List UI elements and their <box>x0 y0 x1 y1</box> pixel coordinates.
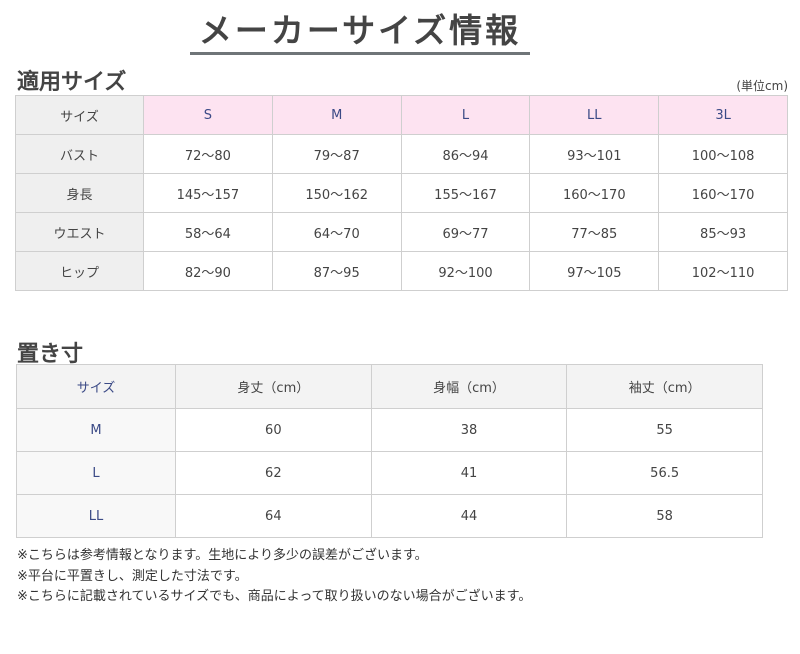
table-cell: 64 <box>175 494 372 538</box>
table-row: ウエスト 58〜64 64〜70 69〜77 77〜85 85〜93 <box>15 212 788 252</box>
table-cell: 145〜157 <box>143 173 273 213</box>
header-cell: 袖丈（cm） <box>566 364 763 409</box>
note: ※こちらに記載されているサイズでも、商品によって取り扱いのない場合がございます。 <box>17 589 532 604</box>
table-cell: 72〜80 <box>143 134 273 174</box>
applicable-size-heading: 適用サイズ <box>17 70 127 95</box>
row-label: 身長 <box>15 173 144 213</box>
table-cell: 102〜110 <box>658 251 788 291</box>
row-label: L <box>16 451 176 495</box>
table-cell: 38 <box>370 408 568 452</box>
table-row: バスト 72〜80 79〜87 86〜94 93〜101 100〜108 <box>15 134 788 174</box>
table-cell: 58 <box>566 494 763 538</box>
table-cell: 58〜64 <box>143 212 273 252</box>
note: ※こちらは参考情報となります。生地により多少の誤差がございます。 <box>17 548 428 563</box>
header-cell: 3L <box>658 95 788 135</box>
table-cell: 77〜85 <box>529 212 660 252</box>
table-cell: 62 <box>175 451 372 495</box>
measurement-heading: 置き寸 <box>17 342 84 367</box>
header-cell: サイズ <box>15 95 144 135</box>
table-cell: 79〜87 <box>271 134 402 174</box>
header-row: サイズ S M L LL 3L <box>15 95 788 135</box>
table-cell: 150〜162 <box>271 173 402 213</box>
table-cell: 160〜170 <box>658 173 788 213</box>
table-cell: 41 <box>370 451 568 495</box>
row-label: LL <box>16 494 176 538</box>
table-cell: 86〜94 <box>400 134 531 174</box>
table-row: L 62 41 56.5 <box>16 451 763 495</box>
header-cell: サイズ <box>16 364 176 409</box>
table-row: 身長 145〜157 150〜162 155〜167 160〜170 160〜170 <box>15 173 788 213</box>
table-cell: 56.5 <box>566 451 763 495</box>
table-row: M 60 38 55 <box>16 408 763 452</box>
table-cell: 55 <box>566 408 763 452</box>
page-title: メーカーサイズ情報 <box>198 11 522 50</box>
table-cell: 44 <box>370 494 568 538</box>
measurement-table: サイズ 身丈（cm） 身幅（cm） 袖丈（cm） M 60 38 55 L 62 41 56.5 LL 6… <box>16 364 763 538</box>
title-underline <box>190 52 530 55</box>
table-cell: 69〜77 <box>400 212 531 252</box>
table-cell: 87〜95 <box>271 251 402 291</box>
header-cell: M <box>271 95 402 135</box>
notes: ※こちらは参考情報となります。生地により多少の誤差がございます。 ※平台に平置き… <box>17 546 531 608</box>
header-cell: S <box>143 95 273 135</box>
note: ※平台に平置きし、測定した寸法です。 <box>17 568 248 584</box>
header-row: サイズ 身丈（cm） 身幅（cm） 袖丈（cm） <box>16 364 763 409</box>
table-cell: 85〜93 <box>658 212 788 252</box>
table-row: ヒップ 82〜90 87〜95 92〜100 97〜105 102〜110 <box>15 251 788 291</box>
table-cell: 82〜90 <box>143 251 273 291</box>
table-cell: 155〜167 <box>400 173 531 213</box>
row-label: ヒップ <box>15 251 144 291</box>
row-label: バスト <box>15 134 144 174</box>
table-cell: 100〜108 <box>658 134 788 174</box>
header-cell: 身丈（cm） <box>175 364 372 409</box>
table-cell: 160〜170 <box>529 173 660 213</box>
applicable-size-table: サイズ S M L LL 3L バスト 72〜80 79〜87 86〜94 93〜101 100〜10… <box>15 95 788 291</box>
table-cell: 60 <box>175 408 372 452</box>
table-row: LL 64 44 58 <box>16 494 763 538</box>
table-cell: 93〜101 <box>529 134 660 174</box>
unit-label: (単位cm) <box>736 79 788 93</box>
table-cell: 64〜70 <box>271 212 402 252</box>
table-cell: 92〜100 <box>400 251 531 291</box>
row-label: ウエスト <box>15 212 144 252</box>
header-cell: L <box>400 95 531 135</box>
header-cell: LL <box>529 95 660 135</box>
row-label: M <box>16 408 176 452</box>
header-cell: 身幅（cm） <box>370 364 568 409</box>
table-cell: 97〜105 <box>529 251 660 291</box>
